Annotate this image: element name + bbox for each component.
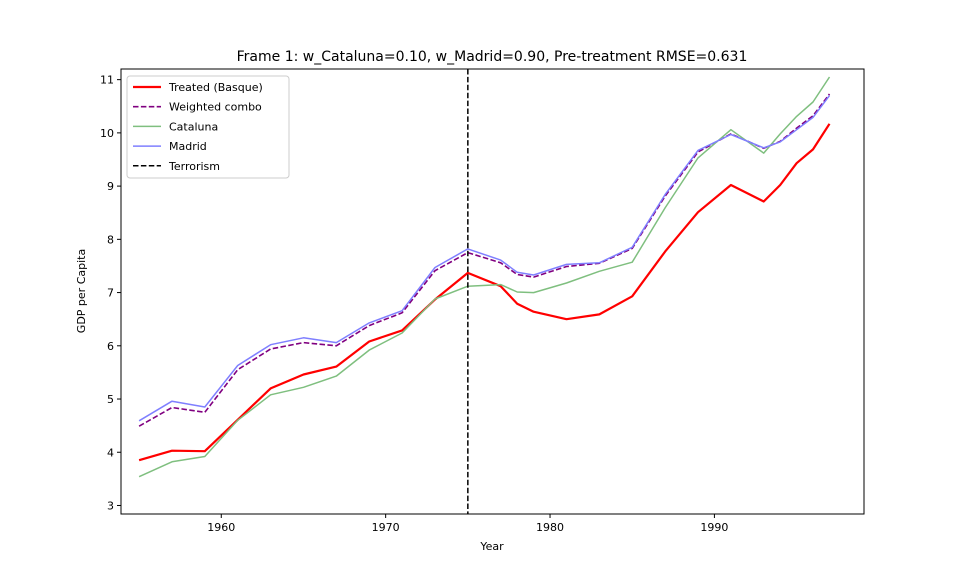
legend-label-3: Madrid [169,140,207,153]
y-tick-label: 4 [107,446,114,459]
y-tick-label: 8 [107,233,114,246]
legend: Treated (Basque) Weighted combo Cataluna Ma… [126,75,290,179]
x-tick-label: 1980 [536,521,564,534]
plot-area: 1960 1970 1980 1990 3 4 5 6 7 8 9 10 11 [100,68,865,534]
y-axis-label: GDP per Capita [75,249,88,333]
legend-box [126,75,290,179]
y-tick-label: 10 [100,127,114,140]
legend-label-1: Weighted combo [169,101,262,114]
y-tick-label: 3 [107,499,114,512]
legend-label-0: Treated (Basque) [168,81,263,94]
x-tick-label: 1970 [372,521,400,534]
x-tick-label: 1960 [207,521,235,534]
y-tick-label: 5 [107,393,114,406]
axes-frame [120,68,865,515]
y-tick-label: 11 [100,74,114,87]
y-tick-label: 7 [107,287,114,300]
chart-title: Frame 1: w_Cataluna=0.10, w_Madrid=0.90,… [237,49,748,65]
y-tick-label: 9 [107,180,114,193]
y-tick-label: 6 [107,340,114,353]
series-line-2 [138,76,831,478]
legend-label-4: Terrorism [168,160,220,173]
x-axis-label: Year [479,540,504,553]
series-line-3 [138,95,831,422]
series-line-0 [138,123,831,462]
legend-label-2: Cataluna [169,120,218,133]
x-tick-label: 1990 [700,521,728,534]
